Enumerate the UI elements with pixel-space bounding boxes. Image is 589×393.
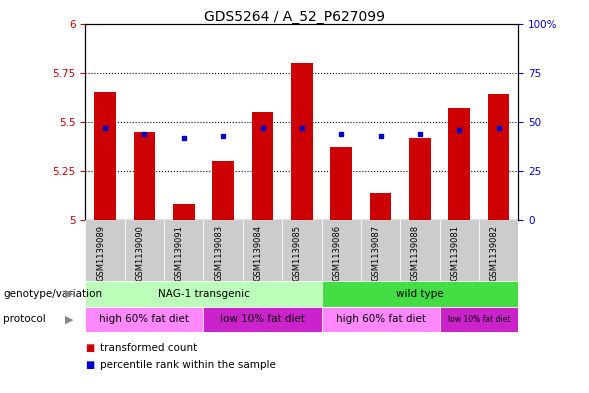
Bar: [322, 307, 439, 332]
Bar: [212, 161, 234, 220]
Bar: [401, 24, 439, 220]
Bar: [479, 220, 518, 281]
Bar: [479, 24, 518, 220]
Bar: [322, 220, 361, 281]
Text: ■: ■: [85, 343, 95, 353]
Bar: [361, 220, 401, 281]
Bar: [361, 24, 401, 220]
Bar: [125, 24, 164, 220]
Text: GSM1139086: GSM1139086: [332, 225, 341, 281]
Text: GSM1139088: GSM1139088: [411, 225, 420, 281]
Bar: [370, 193, 392, 220]
Text: GSM1139082: GSM1139082: [489, 225, 499, 281]
Text: GSM1139090: GSM1139090: [135, 225, 144, 281]
Bar: [439, 24, 479, 220]
Bar: [164, 24, 203, 220]
Text: transformed count: transformed count: [100, 343, 197, 353]
Bar: [322, 281, 518, 307]
Bar: [448, 108, 470, 220]
Text: ▶: ▶: [65, 289, 74, 299]
Bar: [125, 220, 164, 281]
Text: GSM1139085: GSM1139085: [293, 225, 302, 281]
Text: low 10% fat diet: low 10% fat diet: [448, 315, 510, 324]
Bar: [401, 220, 439, 281]
Text: high 60% fat diet: high 60% fat diet: [336, 314, 426, 324]
Text: GSM1139084: GSM1139084: [253, 225, 263, 281]
Bar: [134, 132, 155, 220]
Text: GSM1139087: GSM1139087: [372, 225, 380, 281]
Bar: [252, 112, 273, 220]
Text: high 60% fat diet: high 60% fat diet: [100, 314, 190, 324]
Bar: [85, 220, 125, 281]
Text: wild type: wild type: [396, 289, 444, 299]
Bar: [85, 281, 322, 307]
Bar: [85, 24, 125, 220]
Bar: [409, 138, 431, 220]
Bar: [94, 92, 116, 220]
Bar: [203, 24, 243, 220]
Bar: [439, 220, 479, 281]
Text: NAG-1 transgenic: NAG-1 transgenic: [157, 289, 249, 299]
Text: protocol: protocol: [3, 314, 46, 324]
Text: genotype/variation: genotype/variation: [3, 289, 102, 299]
Text: percentile rank within the sample: percentile rank within the sample: [100, 360, 276, 371]
Text: GSM1139083: GSM1139083: [214, 225, 223, 281]
Text: low 10% fat diet: low 10% fat diet: [220, 314, 305, 324]
Text: GSM1139091: GSM1139091: [175, 225, 184, 281]
Bar: [173, 204, 194, 220]
Bar: [291, 63, 313, 220]
Bar: [243, 220, 282, 281]
Text: GSM1139089: GSM1139089: [96, 225, 105, 281]
Text: GSM1139081: GSM1139081: [450, 225, 459, 281]
Bar: [282, 220, 322, 281]
Bar: [85, 307, 203, 332]
Bar: [203, 220, 243, 281]
Text: ■: ■: [85, 360, 95, 371]
Text: GDS5264 / A_52_P627099: GDS5264 / A_52_P627099: [204, 10, 385, 24]
Bar: [164, 220, 203, 281]
Text: ▶: ▶: [65, 314, 74, 324]
Bar: [243, 24, 282, 220]
Bar: [488, 94, 509, 220]
Bar: [203, 307, 322, 332]
Bar: [439, 307, 518, 332]
Bar: [322, 24, 361, 220]
Bar: [330, 147, 352, 220]
Bar: [282, 24, 322, 220]
